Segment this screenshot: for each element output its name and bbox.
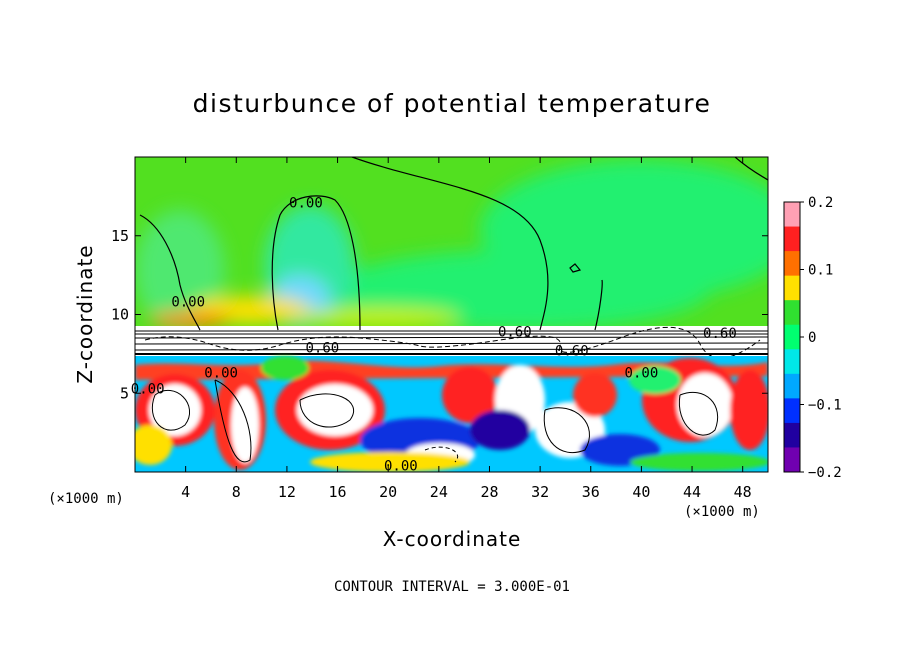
contour-label: 0.60 xyxy=(498,325,532,341)
x-axis-title: X-coordinate xyxy=(383,527,522,551)
x-tick-label: 12 xyxy=(278,483,296,501)
x-tick-label: 20 xyxy=(379,483,397,501)
contour-label: 0.00 xyxy=(289,195,323,211)
colorbar-swatch xyxy=(784,226,800,252)
colorbar-swatch xyxy=(784,251,800,277)
y-tick-label: 5 xyxy=(120,384,129,402)
x-tick-label: 28 xyxy=(480,483,498,501)
x-tick-label: 4 xyxy=(181,483,190,501)
colorbar-tick-label: 0.1 xyxy=(808,263,833,279)
colorbar-swatch xyxy=(784,349,800,375)
contour-label: 0.00 xyxy=(171,295,205,311)
contour-interval-footnote: CONTOUR INTERVAL = 3.000E-01 xyxy=(334,579,570,595)
contour-label: 0.60 xyxy=(703,326,737,342)
x-tick-label: 40 xyxy=(632,483,650,501)
colorbar-swatch xyxy=(784,300,800,326)
colorbar-ticks: 0.2 0.1 0 −0.1 −0.2 xyxy=(800,195,842,481)
x-tick-label: 32 xyxy=(531,483,549,501)
x-tick-label: 48 xyxy=(734,483,752,501)
x-unit-label-left: (×1000 m) xyxy=(48,491,124,507)
y-tick-label: 15 xyxy=(111,227,129,245)
x-tick-label: 24 xyxy=(430,483,448,501)
x-tick-label: 8 xyxy=(232,483,241,501)
contour-label: 0.00 xyxy=(204,366,238,382)
contour-label: 0.00 xyxy=(384,458,418,474)
colorbar-swatch xyxy=(784,373,800,399)
x-axis-ticks: 4 8 12 16 20 24 28 32 36 40 44 48 xyxy=(181,157,752,501)
x-tick-label: 16 xyxy=(329,483,347,501)
colorbar-swatch xyxy=(784,202,800,228)
colorbar-swatch xyxy=(784,398,800,424)
colorbar-swatch xyxy=(784,275,800,301)
contour-label: 0.60 xyxy=(306,340,340,356)
colorbar-tick-label: −0.1 xyxy=(808,398,842,414)
contour-label: 0.00 xyxy=(131,381,165,397)
y-axis-ticks: 5 10 15 xyxy=(111,227,768,402)
heatmap-field xyxy=(135,157,768,472)
colorbar-swatch xyxy=(784,422,800,448)
contour-label: 0.60 xyxy=(555,343,589,359)
x-unit-label-right: (×1000 m) xyxy=(684,504,760,520)
chart-title: disturbunce of potential temperature xyxy=(193,89,712,118)
contour-label: 0.00 xyxy=(625,366,659,382)
contour-labels: 0.00 0.00 0.00 0.00 0.00 0.00 0.60 0.60 0.60 0.60 xyxy=(131,195,737,474)
y-axis-title: Z-coordinate xyxy=(73,244,97,383)
x-tick-label: 36 xyxy=(582,483,600,501)
colorbar-tick-label: 0.2 xyxy=(808,195,833,211)
x-tick-label: 44 xyxy=(683,483,701,501)
colorbar-tick-label: −0.2 xyxy=(808,465,842,481)
colorbar xyxy=(783,201,801,473)
colorbar-swatch xyxy=(784,324,800,350)
y-tick-label: 10 xyxy=(111,306,129,324)
colorbar-tick-label: 0 xyxy=(808,330,816,346)
colorbar-swatch xyxy=(784,447,800,473)
